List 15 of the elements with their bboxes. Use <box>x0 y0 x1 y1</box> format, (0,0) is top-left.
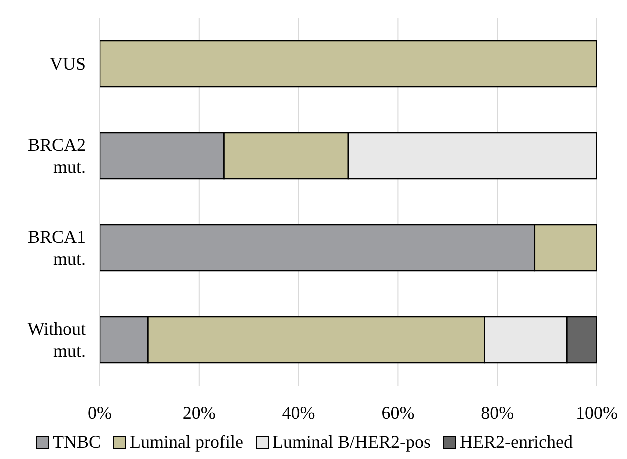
y-tick-label: BRCA1 mut. <box>28 227 86 269</box>
x-tick-label: 80% <box>481 402 514 423</box>
bar <box>100 40 597 88</box>
legend-label: Luminal profile <box>130 432 244 453</box>
y-tick-label: VUS <box>50 54 86 74</box>
x-tick-label: 20% <box>182 402 216 423</box>
y-tick-label: BRCA2 mut. <box>28 135 86 177</box>
y-tick-label: Without mut. <box>28 319 86 361</box>
x-tick-label: 100% <box>576 402 618 423</box>
legend-label: TNBC <box>53 432 102 453</box>
legend-label: Luminal B/HER2-pos <box>272 432 431 453</box>
x-tick-label: 40% <box>282 402 316 423</box>
x-tick-label: 0% <box>88 402 112 423</box>
x-tick-label: 60% <box>382 402 415 423</box>
legend-label: HER2-enriched <box>460 432 573 453</box>
